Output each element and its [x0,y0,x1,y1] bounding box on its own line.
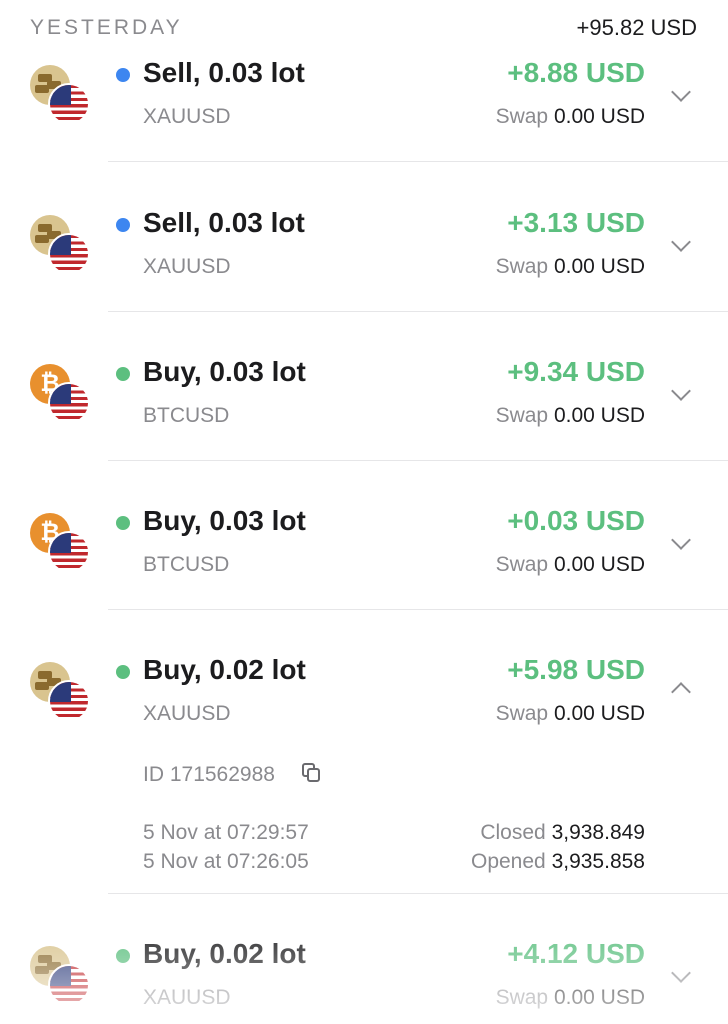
trade-profit: +8.88 USD [507,57,645,88]
trade-title: Buy, 0.03 lot [143,356,306,387]
buy-dot-icon [116,516,130,530]
trade-symbol: XAUUSD [143,105,231,128]
trade-profit: +0.03 USD [507,505,645,536]
section-header: YESTERDAY [30,16,183,39]
swap-value: 0.00 USD [553,255,645,278]
opened-label: Opened [470,850,546,873]
trade-title: Buy, 0.02 lot [143,654,306,685]
us-flag-icon [48,233,90,275]
trade-symbol: XAUUSD [143,702,231,725]
swap-value: 0.00 USD [553,553,645,576]
us-flag-icon [48,680,90,722]
us-flag-icon [48,382,90,424]
trade-profit: +9.34 USD [507,356,645,387]
swap-label: Swap [495,553,549,576]
divider [108,893,728,894]
opened-time: 5 Nov at 07:26:05 [143,850,309,873]
trade-swap: Swap 0.00 USD [496,105,645,129]
divider [108,311,728,312]
chevron-down-icon[interactable] [671,530,691,550]
divider [108,609,728,610]
trade-swap: Swap 0.00 USD [496,702,645,726]
swap-label: Swap [495,702,549,725]
closed-price: 3,938.849 [551,821,645,844]
section-total: +95.82 USD [576,15,697,40]
scroll-fade [0,931,728,1024]
swap-value: 0.00 USD [553,702,645,725]
swap-value: 0.00 USD [553,404,645,427]
swap-label: Swap [495,255,549,278]
trade-title: Sell, 0.03 lot [143,57,305,88]
us-flag-icon [48,531,90,573]
chevron-down-icon[interactable] [671,232,691,252]
trade-profit: +5.98 USD [507,654,645,685]
trade-profit: +3.13 USD [507,207,645,238]
trade-symbol: XAUUSD [143,255,231,278]
trade-title: Buy, 0.03 lot [143,505,306,536]
divider [108,460,728,461]
trade-swap: Swap 0.00 USD [496,255,645,279]
divider [108,161,728,162]
trade-id: ID 171562988 [143,763,275,786]
trade-symbol: BTCUSD [143,553,230,576]
trade-swap: Swap 0.00 USD [496,404,645,428]
trade-swap: Swap 0.00 USD [496,553,645,577]
swap-value: 0.00 USD [553,105,645,128]
closed-time: 5 Nov at 07:29:57 [143,821,309,844]
copy-icon[interactable] [302,763,322,783]
chevron-down-icon[interactable] [671,381,691,401]
swap-label: Swap [495,105,549,128]
us-flag-icon [48,83,90,125]
chevron-up-icon[interactable] [671,682,691,702]
sell-dot-icon [116,68,130,82]
sell-dot-icon [116,218,130,232]
buy-dot-icon [116,665,130,679]
chevron-down-icon[interactable] [671,82,691,102]
trade-symbol: BTCUSD [143,404,230,427]
swap-label: Swap [495,404,549,427]
opened-price: 3,935.858 [551,850,645,873]
closed-label: Closed [480,821,546,844]
buy-dot-icon [116,367,130,381]
trade-title: Sell, 0.03 lot [143,207,305,238]
